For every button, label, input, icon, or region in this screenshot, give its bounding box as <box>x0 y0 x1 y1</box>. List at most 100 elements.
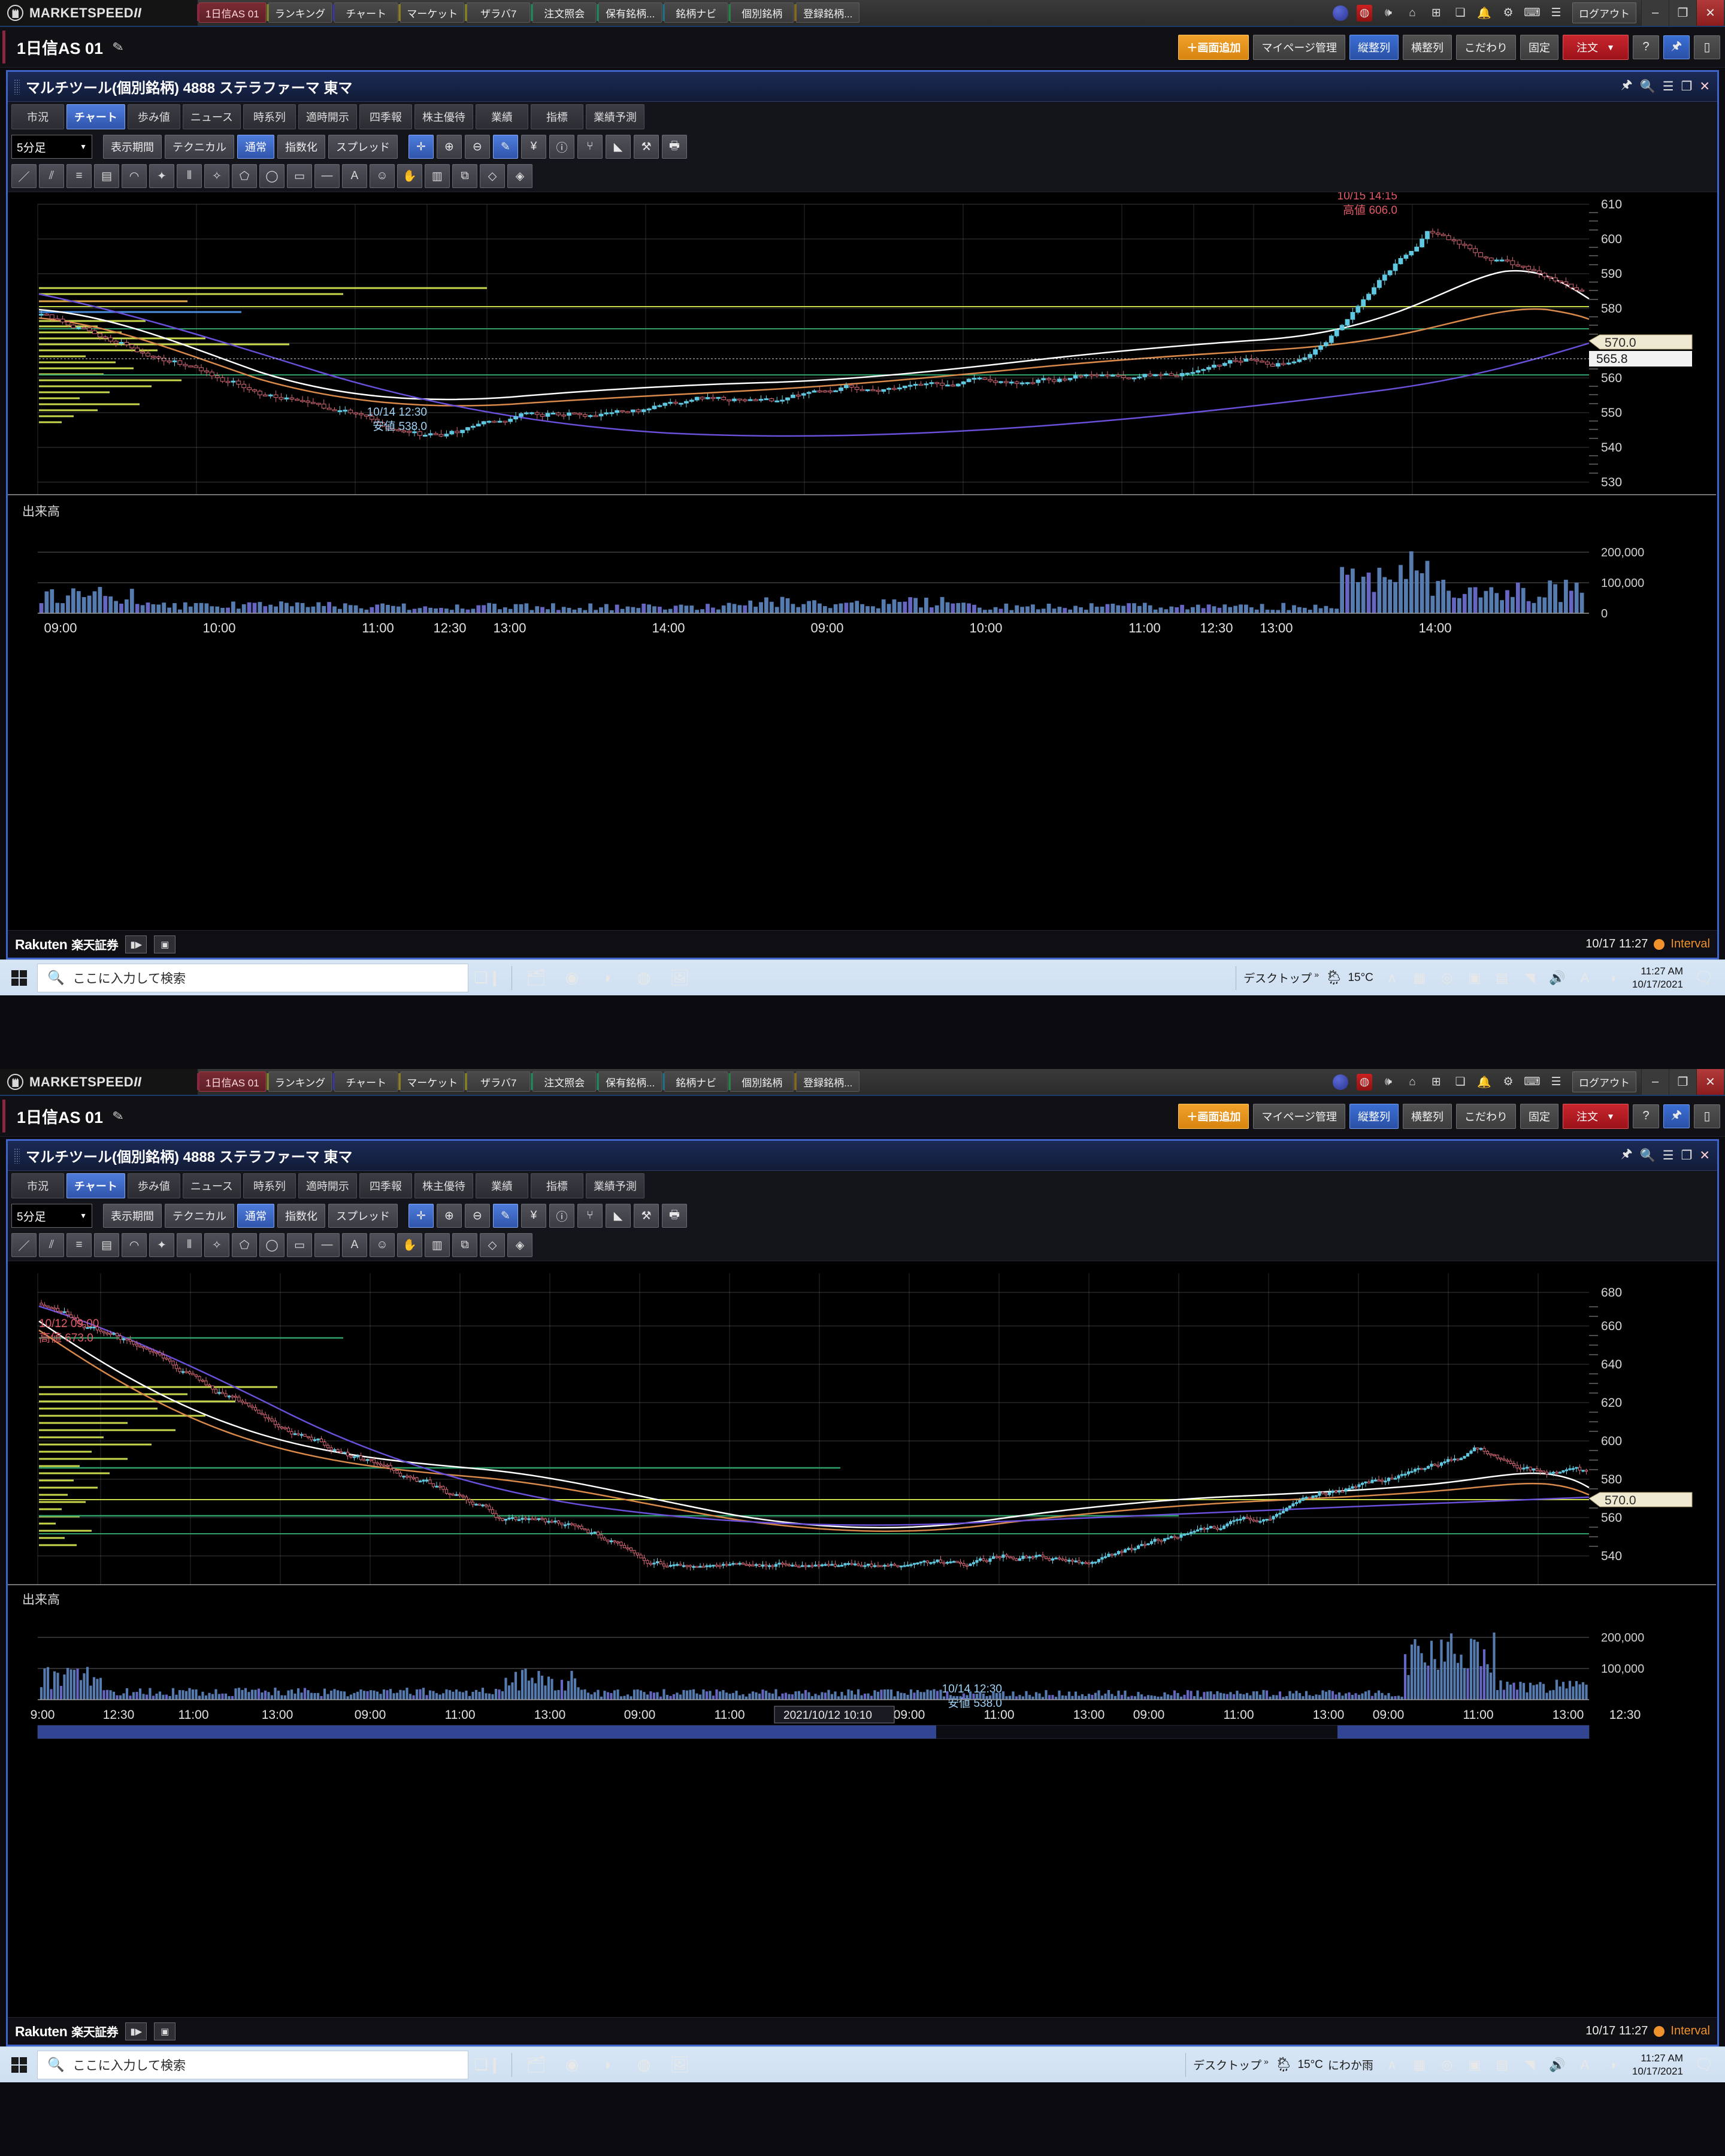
gear-icon[interactable]: ⚙ <box>1503 1076 1514 1088</box>
menu-tab-8[interactable]: 個別銘柄 <box>728 1071 794 1092</box>
pagebar-button-2[interactable]: 縦整列 <box>1349 34 1399 60</box>
copy-tool[interactable]: ⧉ <box>452 1233 477 1257</box>
edge-icon[interactable]: ◗ <box>603 968 613 986</box>
tab-株主優待[interactable]: 株主優待 <box>414 104 473 129</box>
tab-時系列[interactable]: 時系列 <box>243 1173 296 1198</box>
menu-tab-9[interactable]: 登録銘柄... <box>794 2 860 23</box>
menu-tab-2[interactable]: チャート <box>332 2 398 23</box>
close-button[interactable]: ✕ <box>1696 0 1724 26</box>
pagebar-button-5[interactable]: 固定 <box>1520 1103 1558 1129</box>
speaker-alert-icon[interactable]: 🕪 <box>1385 6 1392 19</box>
fan-tool[interactable]: ✦ <box>149 1233 174 1257</box>
pagebar-button-5[interactable]: 固定 <box>1520 34 1558 60</box>
zoom-in-icon[interactable]: ⊕ <box>437 1204 462 1228</box>
restore-icon[interactable]: ❐ <box>1681 1149 1693 1162</box>
toolbar-button-通常[interactable]: 通常 <box>237 135 274 159</box>
toolbar-button-テクニカル[interactable]: テクニカル <box>165 1204 234 1228</box>
tab-チャート[interactable]: チャート <box>66 1173 125 1198</box>
task-view-icon[interactable]: ❑❙ <box>474 2055 501 2073</box>
horizontal-lines-tool[interactable]: ≡ <box>66 1233 92 1257</box>
segment-tool[interactable]: ― <box>314 164 340 188</box>
ellipse-tool[interactable]: ◯ <box>259 164 285 188</box>
menu-tab-3[interactable]: マーケット <box>398 1071 465 1092</box>
pentagon-tool[interactable]: ⬠ <box>232 1233 257 1257</box>
tab-適時開示[interactable]: 適時開示 <box>298 104 357 129</box>
toolbar-button-通常[interactable]: 通常 <box>237 1204 274 1228</box>
minimize-button[interactable]: – <box>1641 1069 1669 1095</box>
photos-icon[interactable]: 🖼 <box>670 968 690 986</box>
keyboard-icon[interactable]: ⌨ <box>1524 7 1541 19</box>
notification-icon[interactable]: 🗨 <box>1694 968 1714 986</box>
menu-tab-0[interactable]: 1日信AS 01 <box>197 2 266 23</box>
tab-株主優待[interactable]: 株主優待 <box>414 1173 473 1198</box>
taskbar-clock[interactable]: 11:27 AM 10/17/2021 <box>1627 965 1688 991</box>
interval-select[interactable]: 5分足 ▼ <box>11 1204 92 1228</box>
chrome-icon[interactable]: ◉ <box>565 968 579 986</box>
segment-tool[interactable]: ― <box>314 1233 340 1257</box>
rectangle-tool[interactable]: ▭ <box>287 164 312 188</box>
close-icon[interactable]: ✕ <box>1699 1149 1710 1162</box>
ime-A-icon[interactable]: A <box>1580 970 1590 985</box>
chevron-up-icon[interactable]: ∧ <box>1387 2057 1397 2072</box>
zoom-out-icon[interactable]: ⊖ <box>465 1204 490 1228</box>
erase-all-tool[interactable]: ◈ <box>507 1233 532 1257</box>
hamburger-menu-icon[interactable]: ☰ <box>1662 80 1674 93</box>
menu-tab-4[interactable]: ザラバ7 <box>465 2 531 23</box>
tab-ニュース[interactable]: ニュース <box>182 104 241 129</box>
zoom-out-icon[interactable]: ⊖ <box>465 135 490 159</box>
tab-市況[interactable]: 市況 <box>11 104 64 129</box>
windows-start-icon[interactable] <box>4 2049 35 2081</box>
menu-tab-6[interactable]: 保有銘柄... <box>597 1071 662 1092</box>
panel-icon[interactable]: ▣ <box>154 935 176 953</box>
print-icon[interactable]: 🖶 <box>662 135 687 159</box>
pentagon-tool[interactable]: ⬠ <box>232 164 257 188</box>
info-icon[interactable]: ⓘ <box>549 1204 574 1228</box>
maximize-button[interactable]: ❐ <box>1669 0 1696 26</box>
book-icon[interactable]: ❏ <box>1455 7 1466 19</box>
menu-tab-1[interactable]: ランキング <box>266 1071 332 1092</box>
home-icon[interactable]: ⌂ <box>1409 1075 1416 1088</box>
parallel-channel-tool[interactable]: ⫽ <box>39 1233 64 1257</box>
hand-tool[interactable]: ✋ <box>397 1233 422 1257</box>
link-icon[interactable]: 🖈 <box>1621 78 1633 92</box>
menu-tab-3[interactable]: マーケット <box>398 2 465 23</box>
windows-start-icon[interactable] <box>4 962 35 994</box>
wrench-icon[interactable]: ⚒ <box>634 1204 659 1228</box>
hamburger-menu-icon[interactable]: ☰ <box>1662 1149 1674 1162</box>
vertical-lines-tool[interactable]: ⦀ <box>177 1233 202 1257</box>
search-input[interactable]: 🔍 ここに入力して検索 <box>37 963 468 992</box>
pin-icon[interactable]: 🖈 <box>1663 1104 1690 1128</box>
order-button[interactable]: 注文 ▼ <box>1563 1103 1629 1129</box>
toolbar-button-指数化[interactable]: 指数化 <box>277 1204 325 1228</box>
book-icon[interactable]: ❏ <box>1455 1076 1466 1088</box>
logout-button[interactable]: ログアウト <box>1572 1071 1636 1092</box>
marketspeed-icon[interactable]: ◍ <box>637 968 651 986</box>
search-icon[interactable]: 🔍 <box>1639 79 1656 93</box>
keyboard-icon[interactable]: ⌨ <box>1524 1076 1541 1088</box>
search-icon[interactable]: 🔍 <box>1639 1148 1656 1162</box>
crosshair-icon[interactable]: ✛ <box>408 135 434 159</box>
parallel-channel-tool[interactable]: ⫽ <box>39 164 64 188</box>
interval-select[interactable]: 5分足 ▼ <box>11 135 92 159</box>
pagebar-button-0[interactable]: ＋画面追加 <box>1178 34 1249 60</box>
close-button[interactable]: ✕ <box>1696 1069 1724 1095</box>
toolbar-button-スプレッド[interactable]: スプレッド <box>328 1204 398 1228</box>
hamburger-menu-icon[interactable]: ☰ <box>1551 7 1561 19</box>
menu-tab-5[interactable]: 注文照会 <box>531 1071 597 1092</box>
board-icon[interactable]: ⊞ <box>1432 7 1441 19</box>
notification-icon[interactable]: 🗨 <box>1694 2055 1714 2073</box>
eraser-tool[interactable]: ◇ <box>480 164 505 188</box>
menu-tab-1[interactable]: ランキング <box>266 2 332 23</box>
marketspeed-icon[interactable]: ◍ <box>637 2055 651 2073</box>
list-tool[interactable]: ▥ <box>425 1233 450 1257</box>
grid-lines-tool[interactable]: ▤ <box>94 1233 119 1257</box>
tab-市況[interactable]: 市況 <box>11 1173 64 1198</box>
chart-canvas-top[interactable]: 10/15 14:15 高値 606.0 10/14 12:30 安値 538.… <box>8 192 1717 930</box>
tab-時系列[interactable]: 時系列 <box>243 104 296 129</box>
hand-tool[interactable]: ✋ <box>397 164 422 188</box>
erase-all-tool[interactable]: ◈ <box>507 164 532 188</box>
menu-tab-5[interactable]: 注文照会 <box>531 2 597 23</box>
tab-業績[interactable]: 業績 <box>475 1173 528 1198</box>
device-icon[interactable]: ▤ <box>1496 970 1509 985</box>
toolbar-button-指数化[interactable]: 指数化 <box>277 135 325 159</box>
